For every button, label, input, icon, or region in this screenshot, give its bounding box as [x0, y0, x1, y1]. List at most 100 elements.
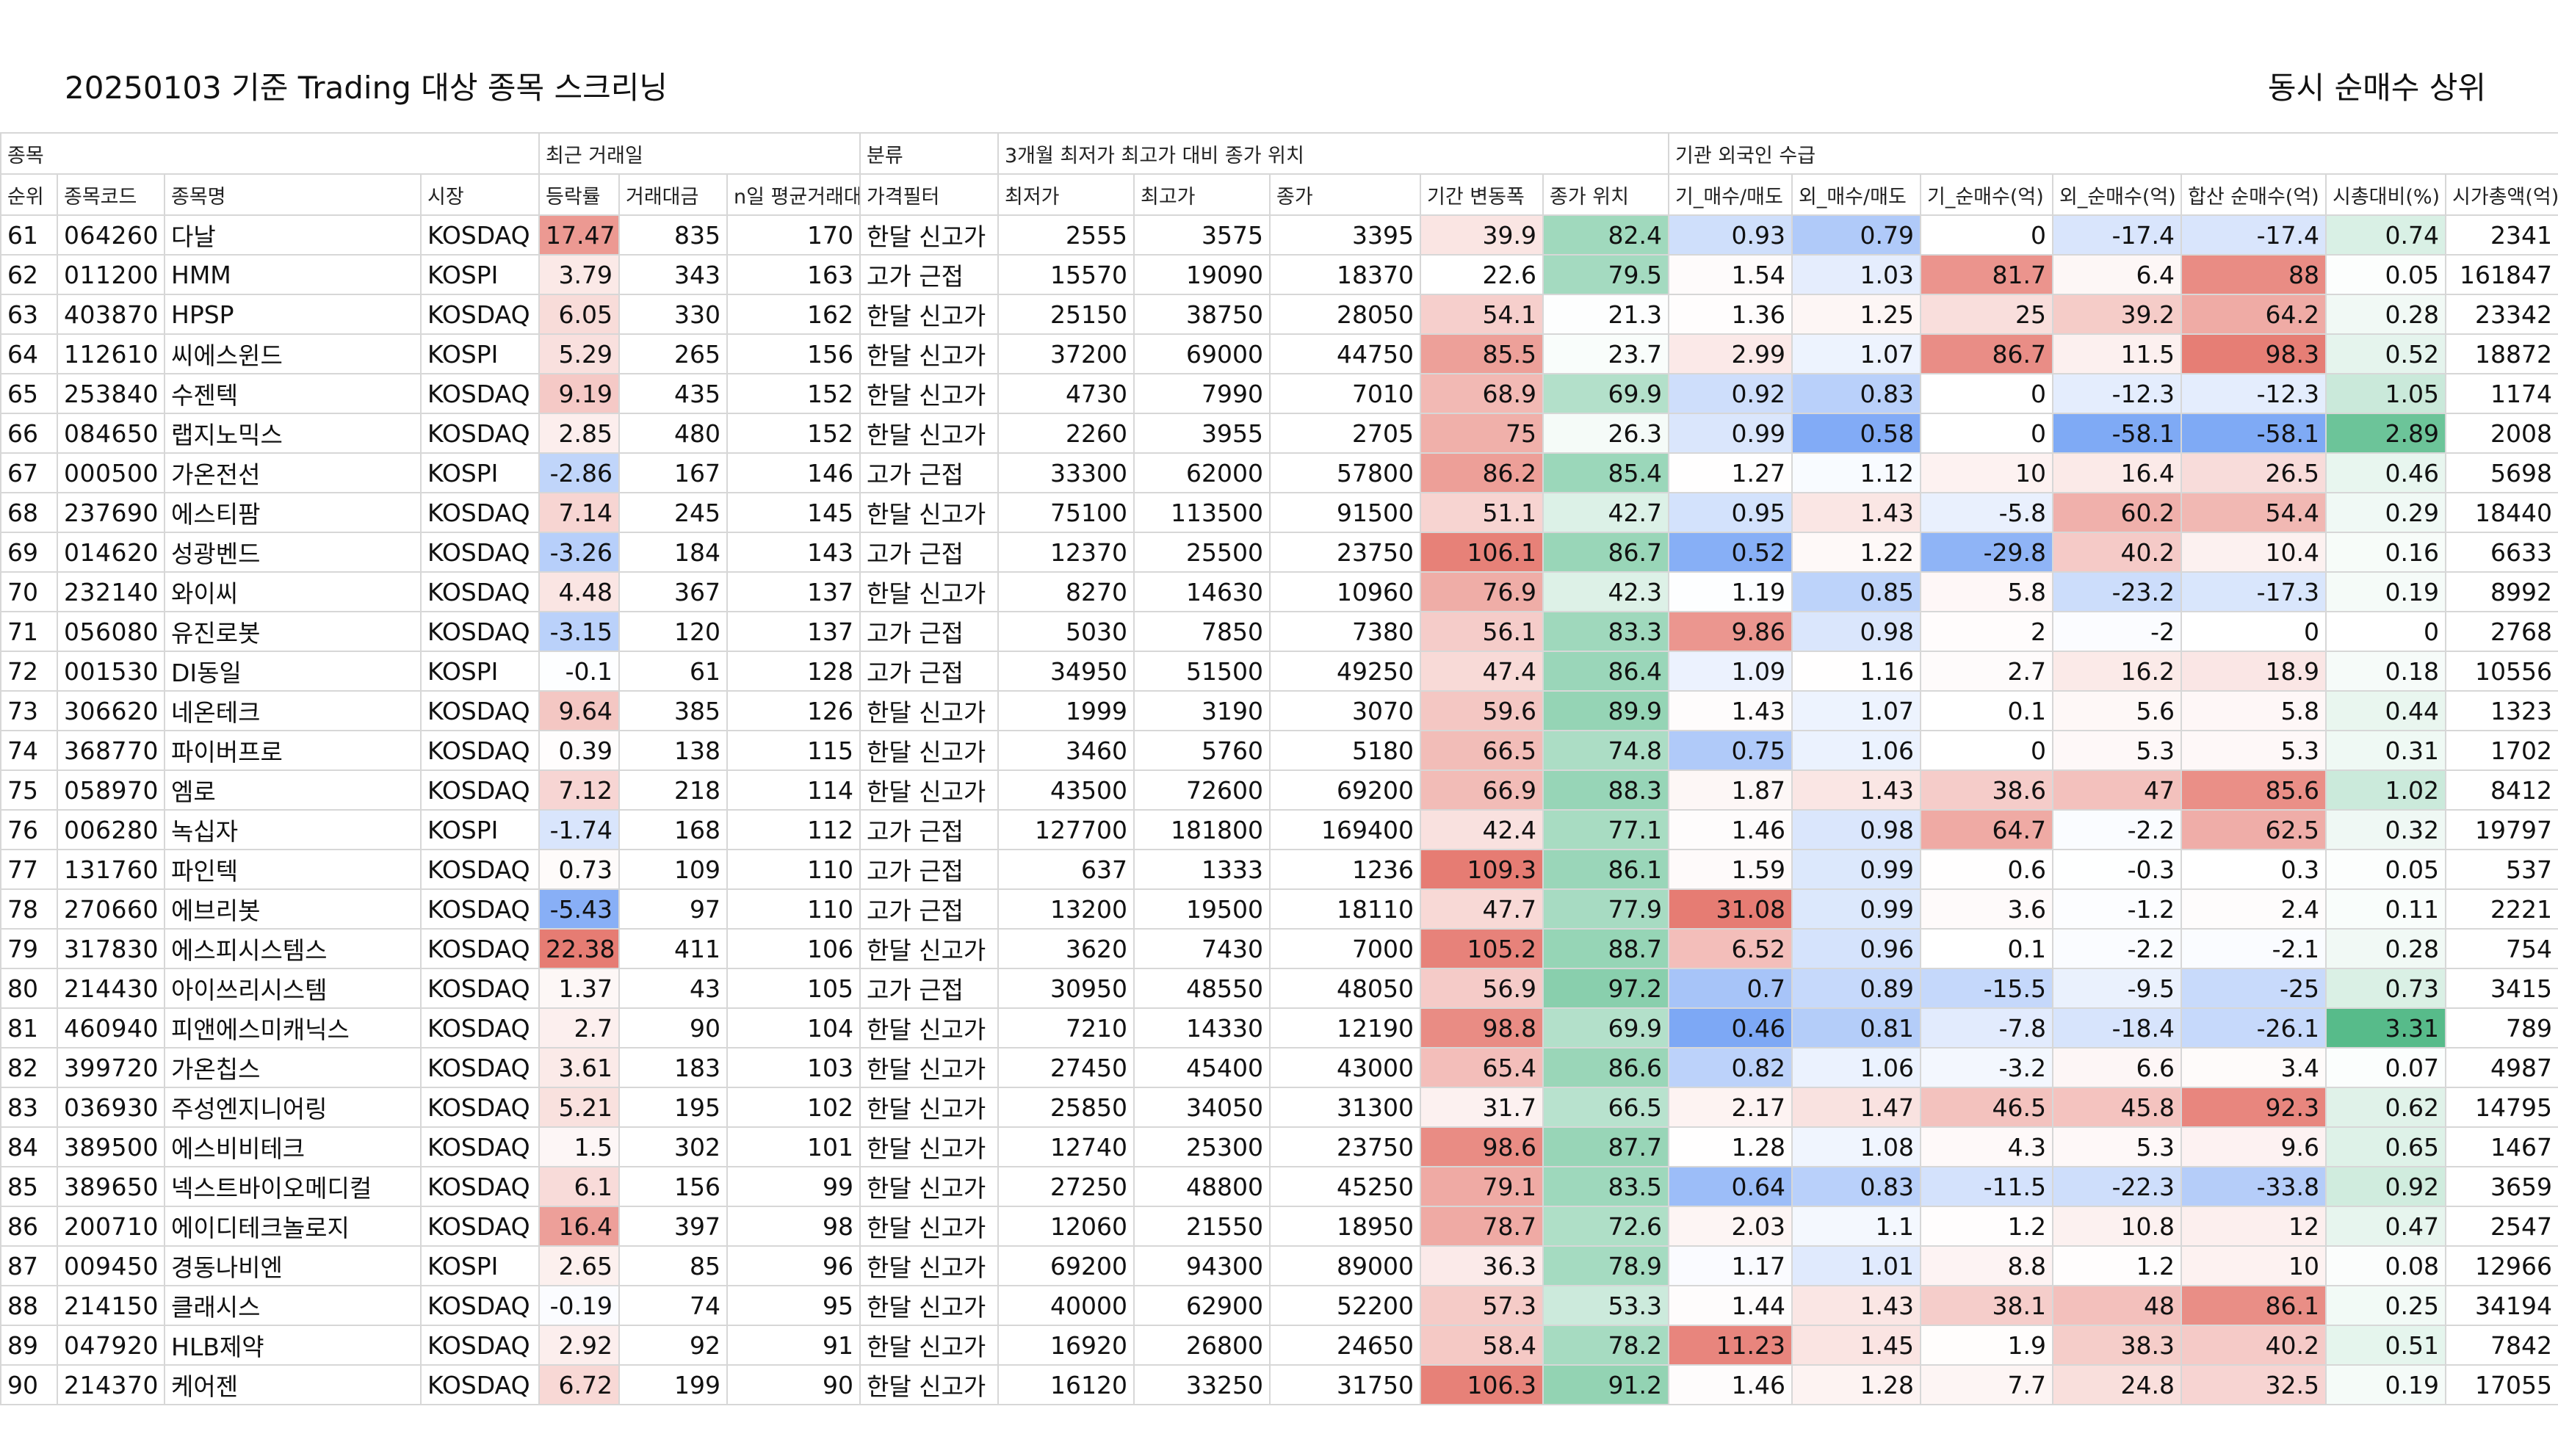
- table-cell: 46.5: [1920, 1087, 2053, 1128]
- table-cell: 16920: [997, 1325, 1135, 1366]
- column-header: 외_순매수(억): [2052, 173, 2182, 216]
- table-cell: 수젠텍: [164, 373, 422, 414]
- table-cell: 39.9: [1420, 214, 1544, 256]
- table-cell: 5180: [1269, 730, 1421, 771]
- table-cell: 106.1: [1420, 532, 1544, 573]
- table-cell: KOSDAQ: [420, 1285, 540, 1326]
- table-cell: 1.2: [1920, 1206, 2053, 1247]
- table-cell: 064260: [57, 214, 165, 256]
- table-cell: 90: [726, 1364, 861, 1405]
- table-cell: 5.29: [538, 333, 620, 374]
- table-cell: 12370: [997, 532, 1135, 573]
- table-cell: 59.6: [1420, 690, 1544, 731]
- table-cell: 127700: [997, 809, 1135, 850]
- table-cell: DI동일: [164, 651, 422, 692]
- table-row: 74 368770 파이버프로 KOSDAQ 0.39 138 115 한달 신고가 3460 5…: [0, 730, 2558, 771]
- table-cell: 110: [726, 888, 861, 930]
- table-cell: 137: [726, 571, 861, 612]
- table-cell: 에이디테크놀로지: [164, 1206, 422, 1247]
- table-cell: 6.05: [538, 294, 620, 335]
- table-cell: 38.6: [1920, 769, 2053, 811]
- table-cell: 66.9: [1420, 769, 1544, 811]
- table-cell: -2.2: [2052, 809, 2182, 850]
- table-row: 73 306620 네온테크 KOSDAQ 9.64 385 126 한달 신고가 1999 31…: [0, 690, 2558, 731]
- table-cell: KOSPI: [420, 809, 540, 850]
- table-cell: 245: [618, 492, 728, 533]
- table-cell: 145: [726, 492, 861, 533]
- table-cell: 4730: [997, 373, 1135, 414]
- table-cell: 2555: [997, 214, 1135, 256]
- table-cell: 104: [726, 1007, 861, 1048]
- table-cell: 74: [618, 1285, 728, 1326]
- table-cell: 218: [618, 769, 728, 811]
- table-cell: 0.7: [1668, 968, 1793, 1009]
- table-cell: 0.83: [1791, 1166, 1921, 1207]
- table-cell: 014620: [57, 532, 165, 573]
- table-cell: 1.59: [1668, 849, 1793, 890]
- table-cell: 69.9: [1542, 1007, 1669, 1048]
- table-cell: 10.8: [2052, 1206, 2182, 1247]
- table-cell: 181800: [1133, 809, 1271, 850]
- table-row: 67 000500 가온전선 KOSPI -2.86 167 146 고가 근접 33300 62…: [0, 452, 2558, 493]
- table-cell: 고가 근접: [859, 254, 999, 295]
- table-cell: KOSDAQ: [420, 492, 540, 533]
- table-cell: 6.4: [2052, 254, 2182, 295]
- table-cell: 110: [726, 849, 861, 890]
- table-cell: -23.2: [2052, 571, 2182, 612]
- table-cell: 한달 신고가: [859, 1364, 999, 1405]
- table-cell: 232140: [57, 571, 165, 612]
- table-cell: 74: [0, 730, 58, 771]
- table-cell: 38750: [1133, 294, 1271, 335]
- table-cell: 파이버프로: [164, 730, 422, 771]
- column-header: 기간 변동폭: [1420, 173, 1544, 216]
- table-cell: 367: [618, 571, 728, 612]
- table-cell: 0.19: [2325, 571, 2446, 612]
- table-cell: 152: [726, 413, 861, 454]
- table-cell: 0.1: [1920, 928, 2053, 969]
- table-cell: 6.52: [1668, 928, 1793, 969]
- table-row: 82 399720 가온칩스 KOSDAQ 3.61 183 103 한달 신고가 27450 4…: [0, 1047, 2558, 1088]
- table-cell: 1.44: [1668, 1285, 1793, 1326]
- table-cell: -3.2: [1920, 1047, 2053, 1088]
- table-row: 64 112610 씨에스윈드 KOSPI 5.29 265 156 한달 신고가 37200 6…: [0, 333, 2558, 374]
- table-cell: 0.51: [2325, 1325, 2446, 1366]
- table-cell: 11.5: [2052, 333, 2182, 374]
- table-cell: 79.1: [1420, 1166, 1544, 1207]
- table-cell: 7010: [1269, 373, 1421, 414]
- table-cell: 34950: [997, 651, 1135, 692]
- table-cell: 97.2: [1542, 968, 1669, 1009]
- column-header: 시가총액(억): [2444, 173, 2558, 216]
- table-cell: 한달 신고가: [859, 1325, 999, 1366]
- table-cell: 214150: [57, 1285, 165, 1326]
- table-cell: 17.47: [538, 214, 620, 256]
- table-cell: KOSDAQ: [420, 888, 540, 930]
- table-cell: 33300: [997, 452, 1135, 493]
- table-cell: 1.45: [1791, 1325, 1921, 1366]
- column-header: 순위: [0, 173, 58, 216]
- table-cell: 0.07: [2325, 1047, 2446, 1088]
- column-header: 종목명: [164, 173, 422, 216]
- screening-table: 종목 최근 거래일 분류 3개월 최저가 최고가 대비 종가 위치 기관 외국인 수급 …: [0, 132, 2558, 1405]
- table-row: 78 270660 에브리봇 KOSDAQ -5.43 97 110 고가 근접 13200 19…: [0, 888, 2558, 930]
- table-cell: 6.72: [538, 1364, 620, 1405]
- table-cell: KOSDAQ: [420, 294, 540, 335]
- column-header: 거래대금: [618, 173, 728, 216]
- table-cell: 5760: [1133, 730, 1271, 771]
- table-cell: 330: [618, 294, 728, 335]
- table-cell: 12740: [997, 1126, 1135, 1167]
- table-cell: 23750: [1269, 1126, 1421, 1167]
- table-cell: 38.1: [1920, 1285, 2053, 1326]
- table-cell: 0.85: [1791, 571, 1921, 612]
- table-cell: 6633: [2444, 532, 2558, 573]
- table-cell: KOSPI: [420, 333, 540, 374]
- table-cell: 48550: [1133, 968, 1271, 1009]
- table-row: 83 036930 주성엔지니어링 KOSDAQ 5.21 195 102 한달 신고가 258…: [0, 1087, 2558, 1128]
- table-cell: 1.9: [1920, 1325, 2053, 1366]
- table-cell: 0.47: [2325, 1206, 2446, 1247]
- table-cell: 66.5: [1542, 1087, 1669, 1128]
- table-cell: 34050: [1133, 1087, 1271, 1128]
- table-cell: 317830: [57, 928, 165, 969]
- table-cell: 38.3: [2052, 1325, 2182, 1366]
- table-cell: 1.08: [1791, 1126, 1921, 1167]
- table-cell: 39.2: [2052, 294, 2182, 335]
